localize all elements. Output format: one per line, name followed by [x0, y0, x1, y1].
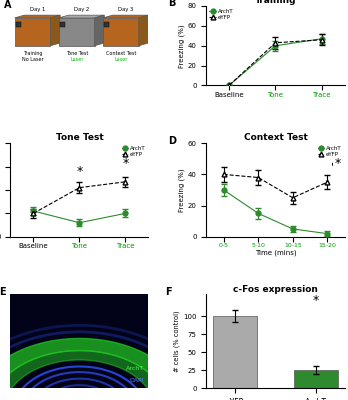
Polygon shape — [103, 15, 149, 18]
Polygon shape — [139, 15, 149, 46]
Text: DAPI: DAPI — [130, 378, 144, 383]
Text: ArchT: ArchT — [126, 366, 144, 371]
Text: Laser: Laser — [114, 57, 128, 62]
Text: D: D — [168, 136, 176, 146]
Title: Context Test: Context Test — [244, 134, 307, 142]
Text: Day 1: Day 1 — [30, 7, 45, 12]
Text: Day 2: Day 2 — [74, 7, 89, 12]
Text: F: F — [165, 287, 172, 297]
Polygon shape — [95, 15, 104, 46]
Bar — [213, 316, 257, 388]
Legend: ArchT, eYFP: ArchT, eYFP — [209, 9, 233, 20]
Y-axis label: Freezing (%): Freezing (%) — [179, 168, 185, 212]
Polygon shape — [50, 15, 60, 46]
FancyBboxPatch shape — [103, 18, 139, 46]
Text: *: * — [334, 157, 340, 170]
Text: Training: Training — [23, 50, 42, 56]
Legend: ArchT, eYFP: ArchT, eYFP — [122, 146, 146, 157]
Y-axis label: # cells (% control): # cells (% control) — [174, 310, 181, 372]
FancyBboxPatch shape — [60, 22, 65, 28]
Text: Laser: Laser — [70, 57, 84, 62]
Text: No Laser: No Laser — [22, 57, 44, 62]
Title: Training: Training — [255, 0, 296, 5]
Title: Tone Test: Tone Test — [56, 134, 103, 142]
X-axis label: Time (mins): Time (mins) — [255, 249, 296, 256]
Text: Day 3: Day 3 — [118, 7, 133, 12]
Y-axis label: Freezing (%): Freezing (%) — [179, 24, 185, 68]
Text: A: A — [3, 0, 11, 10]
FancyBboxPatch shape — [10, 294, 149, 388]
FancyBboxPatch shape — [16, 22, 21, 28]
Text: B: B — [168, 0, 175, 8]
Bar — [294, 370, 338, 388]
Text: E: E — [0, 287, 6, 297]
Polygon shape — [15, 15, 60, 18]
FancyBboxPatch shape — [104, 22, 109, 28]
Text: *: * — [76, 165, 82, 178]
Text: Context Test: Context Test — [106, 50, 136, 56]
Legend: ArchT, eYFP: ArchT, eYFP — [318, 146, 342, 157]
Polygon shape — [0, 350, 168, 400]
FancyBboxPatch shape — [15, 18, 50, 46]
Polygon shape — [59, 15, 104, 18]
Polygon shape — [0, 338, 186, 400]
Text: *: * — [122, 157, 129, 170]
Text: Tone Test: Tone Test — [65, 50, 88, 56]
Text: *: * — [313, 294, 319, 308]
FancyBboxPatch shape — [59, 18, 95, 46]
Title: c-Fos expression: c-Fos expression — [233, 285, 318, 294]
